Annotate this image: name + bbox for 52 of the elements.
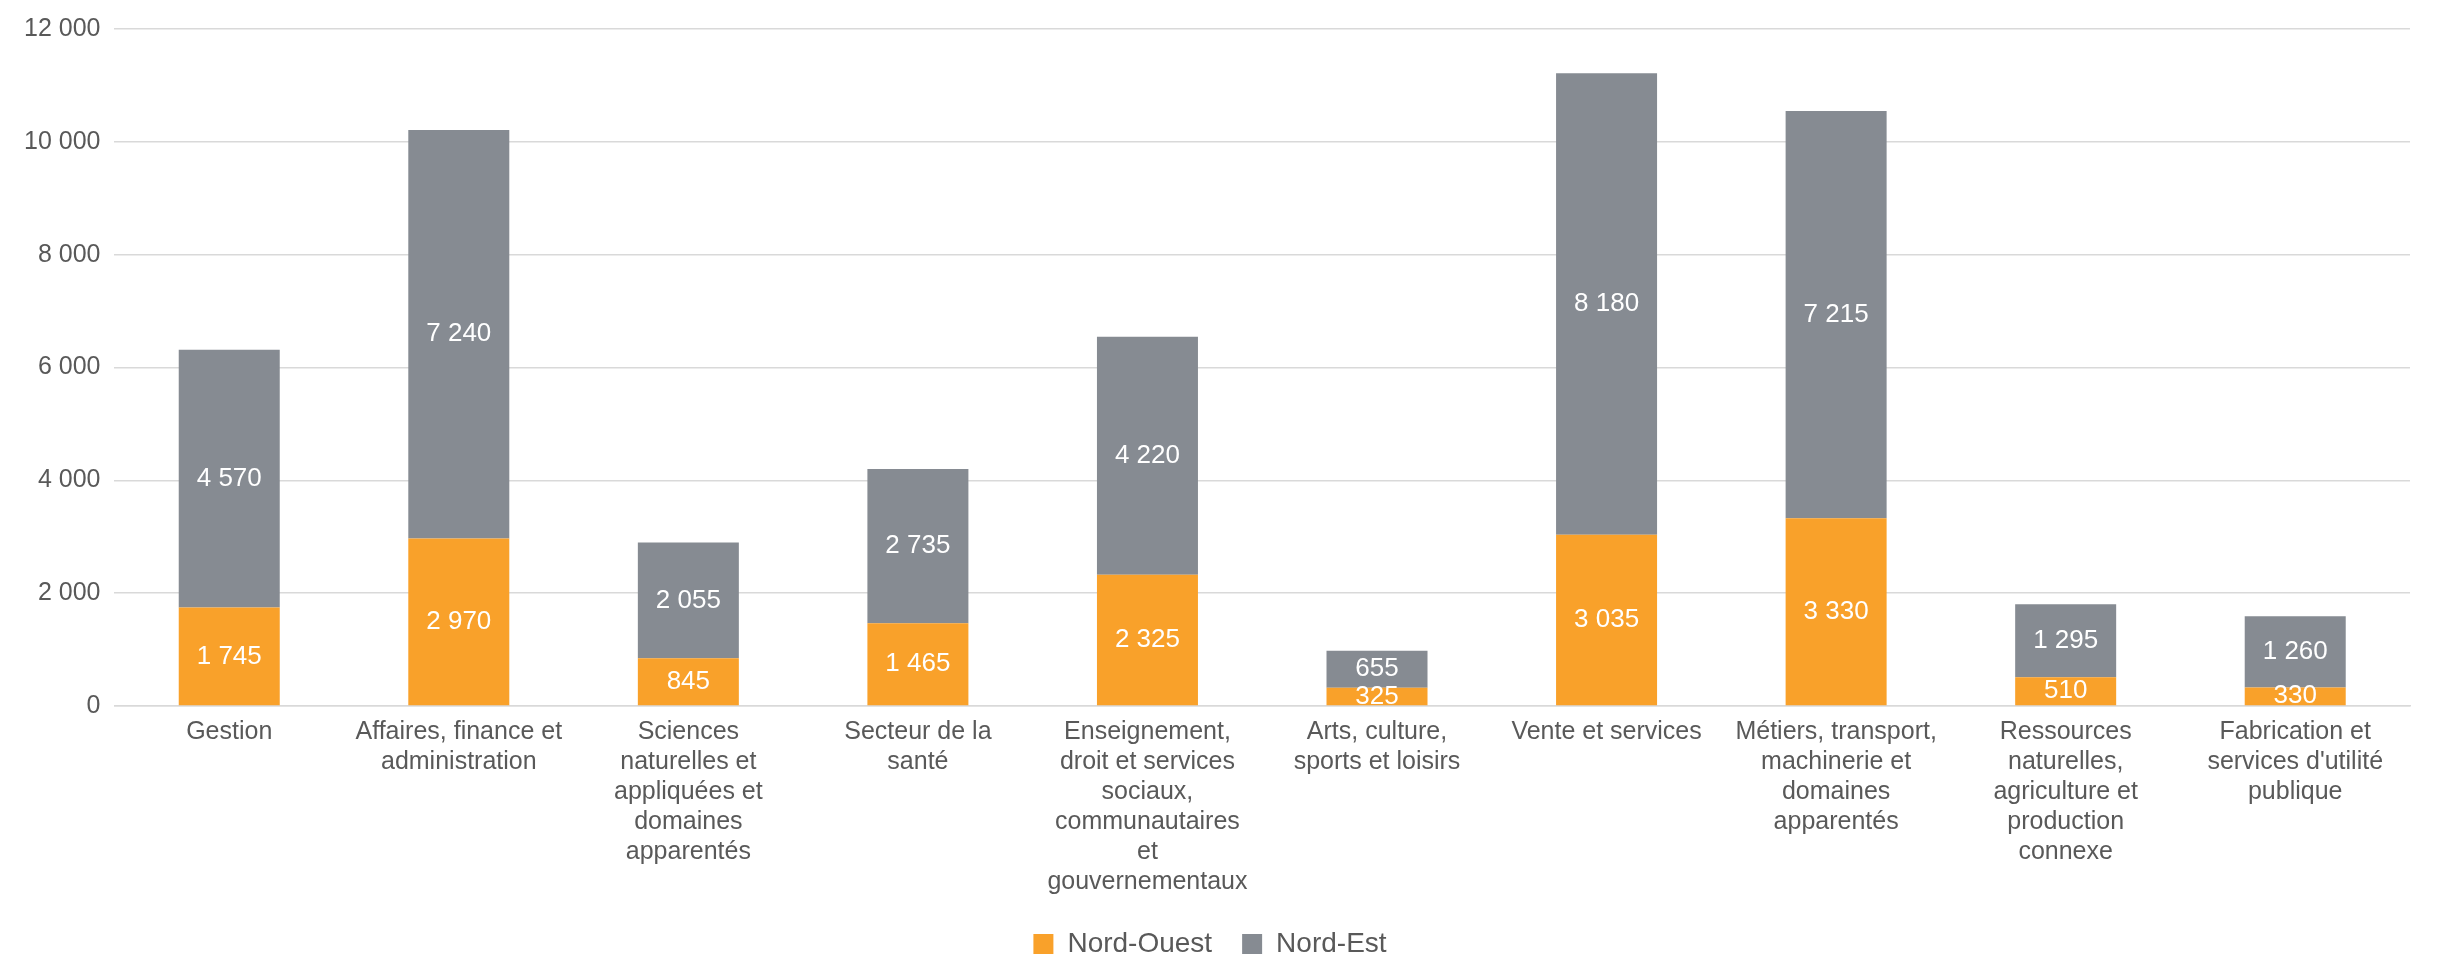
x-tick-label: Ressources naturelles, agriculture et production connexe: [1993, 715, 2138, 864]
data-label: 4 220: [1114, 438, 1180, 469]
data-label: 2 735: [885, 529, 951, 560]
data-label: 1 465: [885, 647, 951, 678]
bar: [408, 129, 510, 539]
legend-label: Nord-Ouest: [1067, 926, 1213, 958]
bar: [637, 658, 739, 706]
x-tick-label: Enseignement, droit et services sociaux, communautaires et gouvernementaux: [1047, 715, 1249, 894]
bar: [178, 349, 280, 608]
data-label: 2 325: [1114, 623, 1180, 654]
data-label: 330: [2273, 679, 2317, 710]
data-label: 845: [666, 664, 711, 695]
data-label: 2 055: [655, 583, 721, 614]
bar: [1096, 574, 1198, 706]
data-label: 7 240: [426, 317, 492, 348]
bar: [178, 607, 280, 706]
bar: [1785, 111, 1887, 519]
x-tick-label: Secteur de la santé: [844, 715, 992, 774]
y-tick-label: 10 000: [24, 125, 101, 154]
bar: [867, 469, 969, 624]
data-label: 3 035: [1574, 603, 1640, 634]
data-label: 4 570: [196, 461, 262, 492]
y-tick-label: 0: [86, 689, 101, 718]
data-label: 8 180: [1574, 287, 1640, 318]
x-tick-label: Arts, culture, sports et loisirs: [1293, 715, 1461, 774]
x-tick-label: Sciences naturelles et appliquées et domaines apparentés: [613, 715, 763, 864]
x-tick-label: Fabrication et services d'utilité publique: [2207, 715, 2384, 804]
y-tick-label: 4 000: [37, 464, 101, 493]
x-tick-label: Métiers, transport, machinerie et domaines apparentés: [1735, 715, 1937, 834]
bar: [408, 538, 510, 706]
x-tick-label: Vente et services: [1511, 715, 1702, 744]
data-label: 3 330: [1803, 594, 1869, 625]
bar: [637, 542, 739, 659]
x-tick-label: Gestion: [186, 715, 273, 744]
bar: [2015, 604, 2117, 678]
bar: [1556, 534, 1658, 706]
y-tick-label: 12 000: [24, 12, 101, 41]
data-label: 2 970: [426, 605, 492, 636]
x-tick-label: Affaires, finance et administration: [355, 715, 563, 774]
data-label: 7 215: [1803, 297, 1869, 328]
y-tick-label: 2 000: [37, 577, 101, 606]
data-label: 1 295: [2033, 623, 2099, 654]
data-label: 510: [2043, 674, 2088, 705]
data-label: 1 260: [2262, 635, 2328, 666]
bar: [1785, 518, 1887, 706]
bar: [1096, 336, 1198, 575]
y-tick-label: 6 000: [37, 351, 101, 380]
bar: [867, 623, 969, 706]
data-label: 1 745: [196, 639, 262, 670]
legend-label: Nord-Est: [1276, 926, 1387, 958]
bar: [1556, 73, 1658, 535]
y-tick-label: 8 000: [37, 238, 101, 267]
